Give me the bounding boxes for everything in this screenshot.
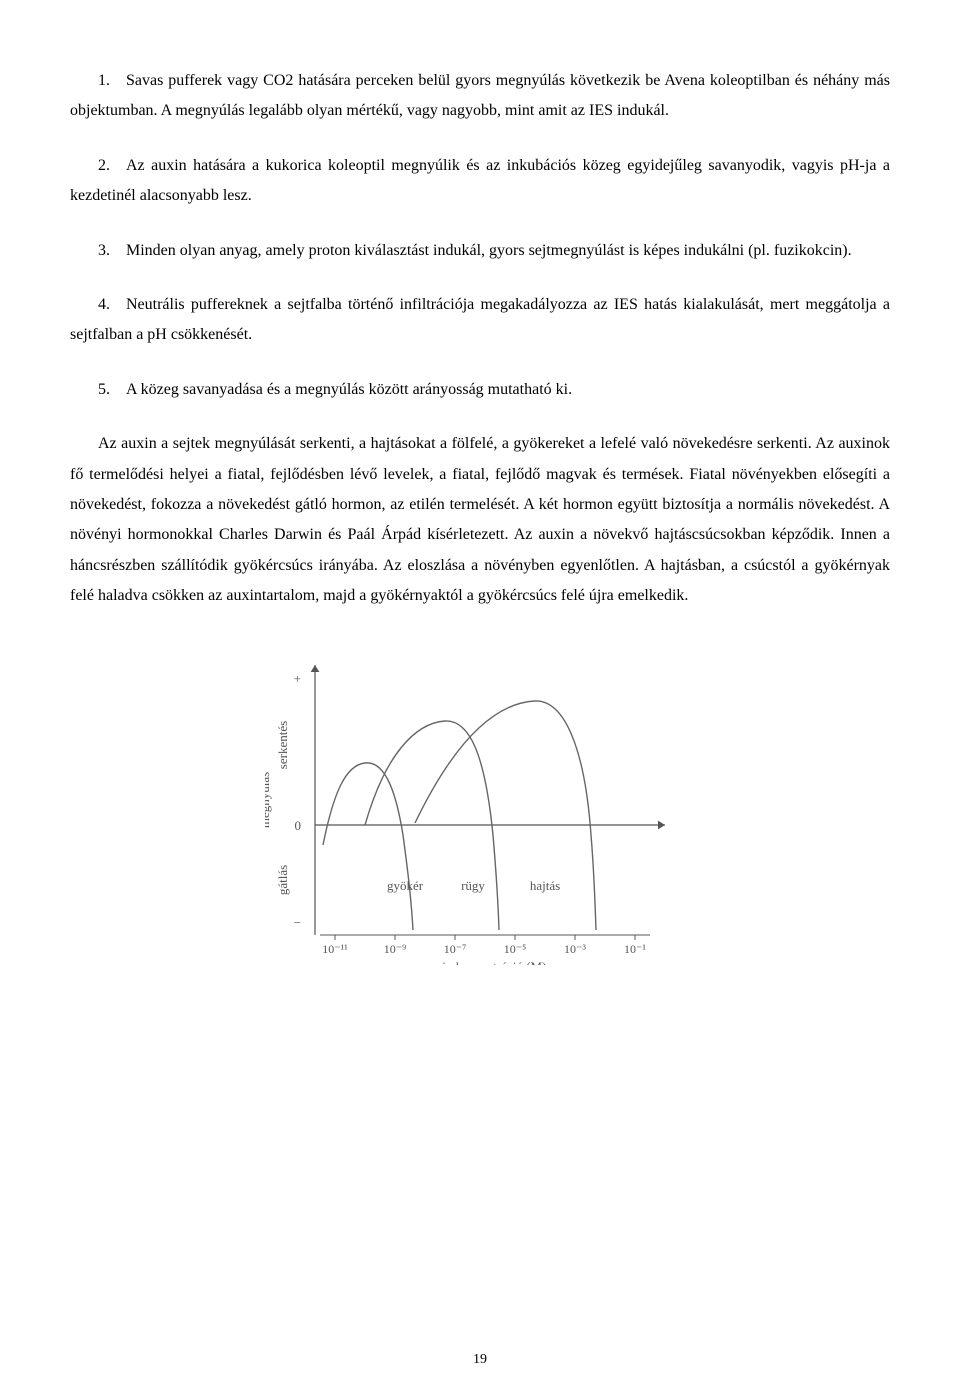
auxin-chart: +0 − serkentés gátlás megnyúlás gyökér rügy haj… (265, 635, 695, 965)
svg-text:10⁻³: 10⁻³ (564, 942, 586, 956)
svg-text:0: 0 (295, 818, 302, 833)
svg-text:gátlás: gátlás (275, 865, 290, 895)
paragraph-3: 3. Minden olyan anyag, amely proton kivá… (70, 236, 890, 266)
paragraph-6: Az auxin a sejtek megnyúlását serkenti, … (70, 429, 890, 611)
svg-text:hajtás: hajtás (530, 878, 560, 893)
paragraph-5: 5. A közeg savanyadása és a megnyúlás kö… (70, 375, 890, 405)
svg-text:10⁻⁵: 10⁻⁵ (504, 942, 527, 956)
svg-text:10⁻¹¹: 10⁻¹¹ (322, 942, 348, 956)
paragraph-1: 1. Savas pufferek vagy CO2 hatására perc… (70, 66, 890, 127)
paragraph-4: 4. Neutrális puffereknek a sejtfalba tör… (70, 290, 890, 351)
svg-text:−: − (294, 915, 301, 930)
paragraph-2: 2. Az auxin hatására a kukorica koleopti… (70, 151, 890, 212)
page: 1. Savas pufferek vagy CO2 hatására perc… (0, 0, 960, 1388)
svg-text:10⁻¹: 10⁻¹ (624, 942, 646, 956)
svg-text:serkentés: serkentés (275, 721, 290, 769)
svg-text:+: + (294, 671, 301, 686)
auxin-chart-container: +0 − serkentés gátlás megnyúlás gyökér rügy haj… (70, 635, 890, 965)
svg-text:rügy: rügy (461, 878, 485, 893)
svg-text:auxin koncentráció (M): auxin koncentráció (M) (424, 959, 547, 965)
page-number: 19 (0, 1352, 960, 1368)
svg-text:10⁻⁹: 10⁻⁹ (384, 942, 407, 956)
svg-text:10⁻⁷: 10⁻⁷ (444, 942, 467, 956)
svg-text:gyökér: gyökér (387, 878, 424, 893)
svg-text:megnyúlás: megnyúlás (265, 772, 272, 828)
